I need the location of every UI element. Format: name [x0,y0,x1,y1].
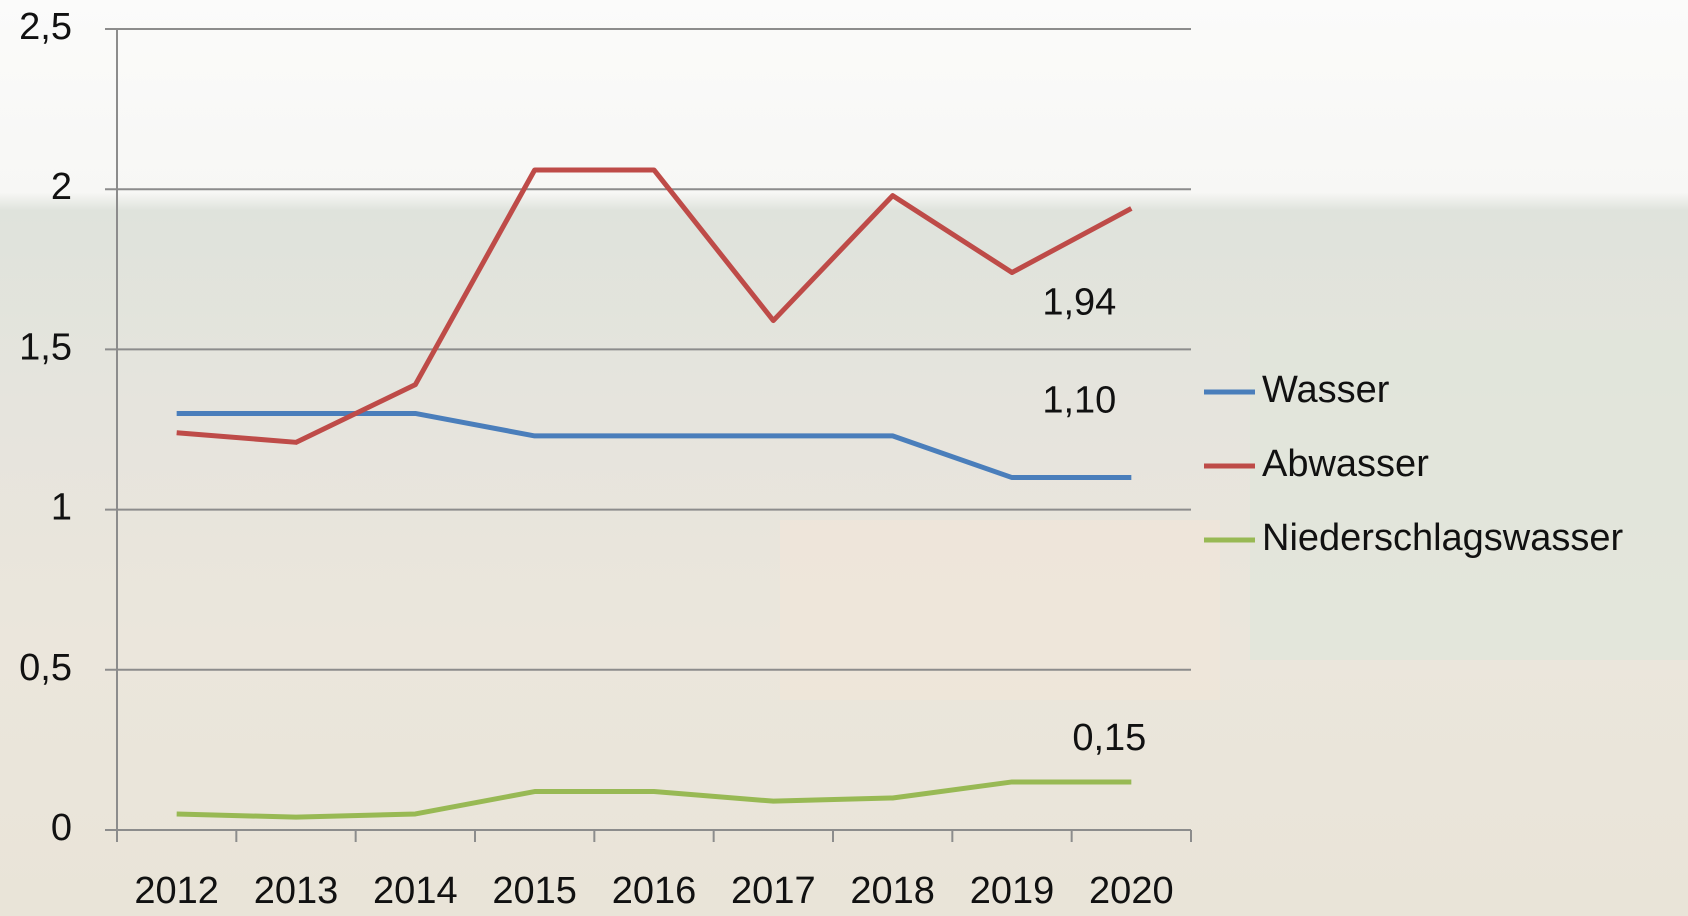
background-field [1250,330,1688,660]
x-tick-label: 2015 [492,870,577,912]
y-tick-label: 1 [51,487,72,529]
y-tick-label: 0,5 [19,647,72,689]
x-tick-label: 2012 [134,870,219,912]
legend-label: Abwasser [1262,443,1429,485]
data-label: 0,15 [1072,717,1146,759]
data-label: 1,94 [1042,281,1116,323]
legend-label: Wasser [1262,369,1390,411]
x-tick-label: 2016 [612,870,697,912]
x-tick-label: 2017 [731,870,816,912]
background-field [780,520,1220,700]
series-line [176,779,1132,820]
x-tick-label: 2018 [850,870,935,912]
x-tick-label: 2014 [373,870,458,912]
x-tick-label: 2019 [970,870,1055,912]
y-tick-label: 2,5 [19,6,72,48]
legend-label: Niederschlagswasser [1262,517,1623,559]
y-tick-label: 1,5 [19,326,72,368]
x-tick-label: 2013 [254,870,339,912]
series-line [176,167,1133,445]
y-tick-label: 2 [51,166,72,208]
series-line [176,410,1132,481]
y-tick-label: 0 [51,807,72,849]
data-label: 1,10 [1042,380,1116,422]
x-tick-label: 2020 [1089,870,1174,912]
